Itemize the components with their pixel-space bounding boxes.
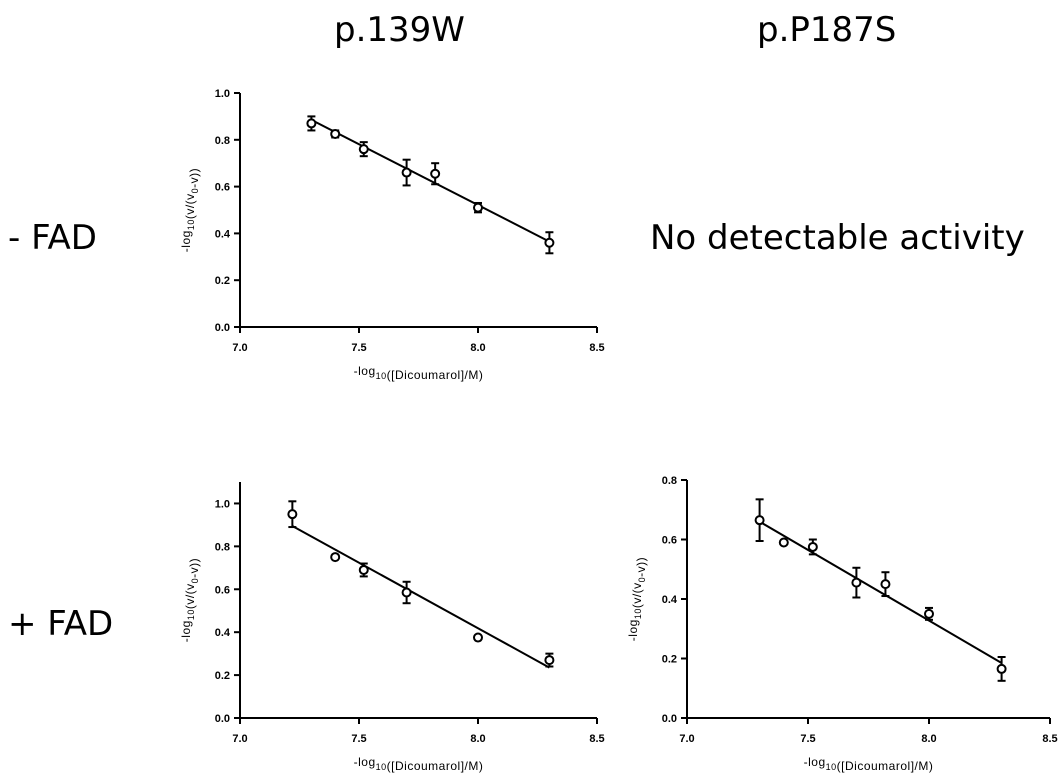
data-point — [807, 541, 818, 552]
data-point — [401, 587, 412, 598]
data-point — [544, 655, 555, 666]
fit-line — [291, 525, 550, 669]
data-point — [924, 608, 934, 619]
y-tick-label: 0.6 — [662, 535, 677, 547]
y-tick-label: 1.0 — [215, 88, 230, 100]
y-tick-label: 0.0 — [215, 713, 230, 725]
row-label-plus-fad: + FAD — [8, 604, 114, 644]
x-tick-label: 7.5 — [800, 733, 815, 745]
data-point — [306, 118, 317, 129]
data-point — [287, 509, 298, 520]
data-point — [754, 515, 765, 526]
data-point — [778, 537, 789, 548]
data-point — [358, 144, 369, 155]
y-tick-label: 0.8 — [215, 135, 230, 147]
x-tick-label: 7.0 — [679, 733, 694, 745]
x-axis-title: -log10([Dicoumarol]/M) — [354, 755, 484, 773]
x-tick-label: 8.0 — [921, 733, 936, 745]
data-point — [473, 632, 483, 643]
data-point — [330, 128, 341, 139]
data-point — [996, 663, 1007, 674]
data-point — [430, 168, 441, 179]
fit-line — [310, 119, 550, 243]
x-axis-title: -log10([Dicoumarol]/M) — [804, 755, 934, 773]
column-title-p139w: p.139W — [334, 10, 465, 50]
chart-pP187S-plusFAD: 7.0 7.5 8.0 8.5 0.0 0.2 0.4 0.6 0.8 -log10([Dicou… — [626, 475, 1058, 773]
y-axis-title: -log10(v/(v0-v)) — [179, 558, 201, 642]
y-tick-label: 0.0 — [215, 322, 230, 334]
chart-p139W-minusFAD: 7.0 7.5 8.0 8.5 0.0 0.2 0.4 0.6 0.8 1.0 -log10([Di… — [179, 88, 605, 382]
no-activity-message: No detectable activity — [650, 218, 1025, 258]
data-point — [880, 579, 891, 590]
y-tick-label: 0.6 — [215, 584, 230, 596]
y-axis-title: -log10(v/(v0-v)) — [179, 168, 201, 252]
y-tick-label: 0.8 — [215, 541, 230, 553]
x-tick-label: 8.5 — [589, 733, 604, 745]
x-tick-label: 8.0 — [470, 342, 485, 354]
x-tick-label: 7.5 — [351, 342, 366, 354]
y-tick-label: 0.2 — [215, 670, 230, 682]
x-tick-label: 8.5 — [1042, 733, 1057, 745]
x-tick-label: 7.0 — [232, 342, 247, 354]
y-tick-label: 0.6 — [215, 182, 230, 194]
y-tick-label: 1.0 — [215, 498, 230, 510]
y-axis-title: -log10(v/(v0-v)) — [626, 557, 648, 641]
data-point — [851, 577, 862, 588]
y-tick-label: 0.4 — [215, 228, 231, 240]
x-tick-label: 7.5 — [351, 733, 366, 745]
x-axis-title: -log10([Dicoumarol]/M) — [354, 364, 484, 382]
column-title-pp187s: p.P187S — [757, 10, 897, 50]
x-tick-label: 7.0 — [232, 733, 247, 745]
y-tick-label: 0.2 — [662, 654, 677, 666]
data-point — [330, 552, 341, 563]
data-point — [473, 202, 483, 213]
row-label-minus-fad: - FAD — [8, 218, 97, 258]
y-tick-label: 0.8 — [662, 475, 677, 487]
data-point — [401, 167, 412, 178]
data-point — [544, 237, 555, 248]
fit-line — [759, 520, 1003, 664]
y-tick-label: 0.4 — [662, 594, 678, 606]
y-tick-label: 0.2 — [215, 275, 230, 287]
y-tick-label: 0.0 — [662, 713, 677, 725]
x-tick-label: 8.0 — [470, 733, 485, 745]
chart-p139W-plusFAD: 7.0 7.5 8.0 8.5 0.0 0.2 0.4 0.6 0.8 1.0 -log10([Di… — [179, 482, 605, 773]
data-point — [358, 564, 369, 575]
x-tick-label: 8.5 — [589, 342, 604, 354]
y-tick-label: 0.4 — [215, 627, 231, 639]
